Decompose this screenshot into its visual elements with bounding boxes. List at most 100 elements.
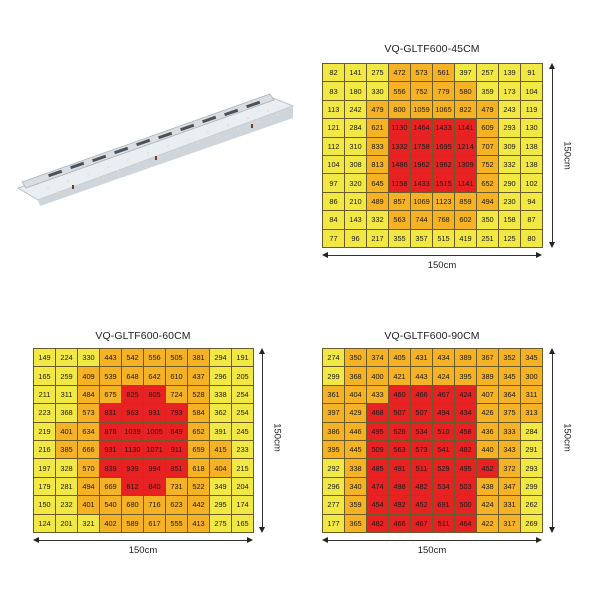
- grid-cell: 397: [454, 62, 477, 83]
- grid-cell: 91: [520, 62, 543, 83]
- height-label: 150cm: [561, 423, 573, 452]
- grid-cell: 328: [55, 458, 78, 478]
- grid-cell: 330: [366, 81, 389, 101]
- grid-cell: 833: [366, 136, 389, 156]
- grid-cell: 343: [498, 439, 521, 460]
- grid-cell: 94: [520, 191, 543, 212]
- grid-row: 104 308 813 1486 1962 1962 1309 752 332 138: [322, 154, 543, 175]
- grid-cell: 680: [121, 495, 144, 515]
- grid-cell: 125: [498, 228, 521, 248]
- grid-cell: 180: [344, 81, 367, 101]
- grid-cell: 177: [322, 513, 345, 533]
- grid-cell: 386: [322, 421, 345, 441]
- grid-cell: 1464: [410, 118, 433, 138]
- grid-row: 177 365 482 466 467 511 464 422 317 269: [322, 513, 543, 533]
- grid-cell: 434: [432, 347, 455, 368]
- grid-cell: 350: [476, 210, 499, 230]
- illuminance-grid: 82 141 275 472 573 561 397 257 139 91 83 180 330 556 7…: [322, 62, 543, 248]
- grid-cell: 292: [322, 458, 345, 478]
- grid-cell: 426: [476, 403, 499, 423]
- grid-cell: 445: [344, 439, 367, 460]
- grid-cell: 424: [432, 366, 455, 386]
- grid-row: 82 141 275 472 573 561 397 257 139 91: [322, 62, 543, 83]
- grid-cell: 840: [143, 476, 166, 497]
- grid-cell: 113: [322, 99, 345, 120]
- grid-cell: 210: [344, 191, 367, 212]
- grid-cell: 911: [165, 439, 188, 460]
- grid-row: 197 328 570 839 939 994 851 618 404 215: [33, 458, 254, 478]
- grid-cell: 83: [322, 81, 345, 101]
- arrow-right-icon: [536, 537, 542, 543]
- grid-row: 292 338 485 491 511 529 495 452 372 293: [322, 458, 543, 478]
- grid-cell: 491: [388, 458, 411, 478]
- grid-cell: 1071: [143, 439, 166, 460]
- grid-cell: 230: [498, 191, 521, 212]
- grid-cell: 744: [410, 210, 433, 230]
- grid-cell: 309: [498, 136, 521, 156]
- grid-cell: 822: [454, 99, 477, 120]
- grid-cell: 1059: [410, 99, 433, 120]
- grid-cell: 494: [77, 476, 100, 497]
- grid-cell: 573: [410, 439, 433, 460]
- grid-cell: 102: [520, 173, 543, 193]
- grid-cell: 138: [520, 136, 543, 156]
- grid-cell: 219: [33, 421, 56, 441]
- grid-cell: 431: [410, 347, 433, 368]
- grid-cell: 1158: [388, 173, 411, 193]
- grid-cell: 413: [187, 513, 210, 533]
- grid-cell: 362: [209, 403, 232, 423]
- grid-cell: 522: [187, 476, 210, 497]
- grid-cell: 539: [99, 366, 122, 386]
- grid-cell: 424: [454, 384, 477, 405]
- grid-cell: 1433: [432, 118, 455, 138]
- grid-cell: 205: [231, 366, 254, 386]
- grid-cell: 1039: [121, 421, 144, 441]
- grid-cell: 515: [432, 228, 455, 248]
- grid-cell: 86: [322, 191, 345, 212]
- grid-cell: 332: [366, 210, 389, 230]
- grid-cell: 299: [322, 366, 345, 386]
- grid-cell: 204: [231, 476, 254, 497]
- grid-cell: 468: [366, 403, 389, 423]
- grid-cell: 364: [498, 384, 521, 405]
- grid-cell: 474: [366, 476, 389, 497]
- grid-cell: 1309: [454, 154, 477, 175]
- grid-cell: 589: [121, 513, 144, 533]
- grid-cell: 139: [498, 62, 521, 83]
- grid-cell: 359: [476, 81, 499, 101]
- grid-row: 274 350 374 405 431 434 389 367 352 345: [322, 347, 543, 368]
- grid-cell: 77: [322, 228, 345, 248]
- grid-cell: 529: [432, 458, 455, 478]
- grid-cell: 217: [366, 228, 389, 248]
- grid-cell: 731: [165, 476, 188, 497]
- panel-title: VQ-GLTF600-45CM: [384, 43, 480, 55]
- grid-cell: 259: [55, 366, 78, 386]
- grid-cell: 642: [143, 366, 166, 386]
- grid-cell: 507: [388, 403, 411, 423]
- width-label: 150cm: [417, 545, 447, 556]
- grid-cell: 262: [520, 495, 543, 515]
- grid-cell: 308: [344, 154, 367, 175]
- grid-cell: 87: [520, 210, 543, 230]
- grid-cell: 275: [209, 513, 232, 533]
- grid-cell: 634: [77, 421, 100, 441]
- grid-cell: 1130: [388, 118, 411, 138]
- grid-cell: 434: [454, 403, 477, 423]
- grid-cell: 1332: [388, 136, 411, 156]
- height-dimension-line: [262, 351, 263, 531]
- grid-cell: 357: [410, 228, 433, 248]
- illuminance-grid: 274 350 374 405 431 434 389 367 352 345 299 368 400 4…: [322, 347, 543, 533]
- grid-cell: 389: [454, 347, 477, 368]
- grid-cell: 511: [410, 458, 433, 478]
- grid-cell: 293: [498, 118, 521, 138]
- grid-cell: 112: [322, 136, 345, 156]
- grid-cell: 313: [520, 403, 543, 423]
- width-dimension-line: [326, 255, 538, 256]
- grid-cell: 500: [454, 495, 477, 515]
- grid-cell: 1962: [410, 154, 433, 175]
- grid-cell: 825: [121, 384, 144, 405]
- arrow-down-icon: [549, 242, 555, 248]
- grid-cell: 495: [454, 458, 477, 478]
- grid-cell: 443: [99, 347, 122, 368]
- grid-cell: 534: [410, 421, 433, 441]
